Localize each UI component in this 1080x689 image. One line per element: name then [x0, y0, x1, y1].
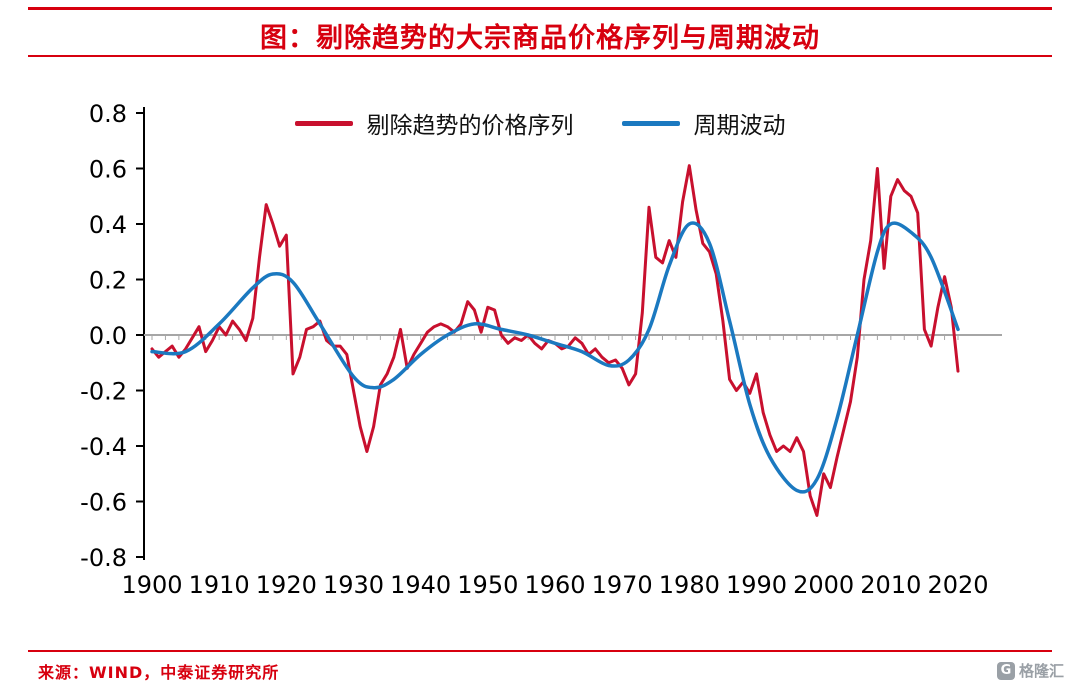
legend-item-cycle-series: 周期波动: [621, 106, 786, 140]
x-tick-label: 2000: [793, 571, 854, 599]
legend-label-detrended-series: 剔除趋势的价格序列: [366, 113, 574, 139]
y-tick-label: -0.6: [80, 489, 127, 517]
x-tick-label: 1960: [524, 571, 585, 599]
y-tick-label: 0.6: [89, 156, 127, 184]
gelonghui-logo: G 格隆汇: [996, 660, 1064, 681]
y-tick-label: -0.8: [80, 544, 127, 572]
y-tick-label: -0.4: [80, 433, 127, 461]
chart-title: 图：剔除趋势的大宗商品价格序列与周期波动: [260, 23, 820, 54]
x-tick-label: 1920: [256, 571, 317, 599]
gelonghui-logo-text: 格隆汇: [1018, 662, 1064, 680]
x-tick-label: 1900: [121, 571, 182, 599]
x-tick-label: 1950: [457, 571, 518, 599]
cycle-line: [150, 221, 960, 494]
y-tick-label: 0.4: [89, 211, 127, 239]
chart-legend: 剔除趋势的价格序列 周期波动: [0, 106, 1080, 140]
y-tick-label: 0.2: [89, 267, 127, 295]
x-tick-label: 1980: [659, 571, 720, 599]
title-top-rule: [28, 7, 1052, 10]
gelonghui-logo-icon: G: [996, 661, 1015, 680]
x-tick-label: 1930: [323, 571, 384, 599]
x-tick-label: 2010: [860, 571, 921, 599]
x-tick-label: 2020: [927, 571, 988, 599]
x-tick-label: 1970: [592, 571, 653, 599]
cycle-series-swatch: [621, 120, 680, 126]
y-tick-label: -0.2: [80, 378, 127, 406]
x-tick-label: 1910: [189, 571, 250, 599]
x-tick-label: 1940: [390, 571, 451, 599]
x-tick-label: 1990: [726, 571, 787, 599]
legend-label-cycle-series: 周期波动: [693, 113, 786, 139]
detrended-price-series-line: [150, 164, 960, 517]
footer-rule: [28, 650, 1052, 652]
detrended-series-swatch: [294, 120, 353, 126]
title-bottom-rule: [28, 55, 1052, 57]
y-tick-label: 0.0: [89, 322, 127, 350]
y-tick-label: 0.8: [89, 100, 127, 128]
legend-item-detrended-series: 剔除趋势的价格序列: [294, 106, 574, 140]
source-note: 来源：WIND，中泰证券研究所: [38, 663, 280, 682]
